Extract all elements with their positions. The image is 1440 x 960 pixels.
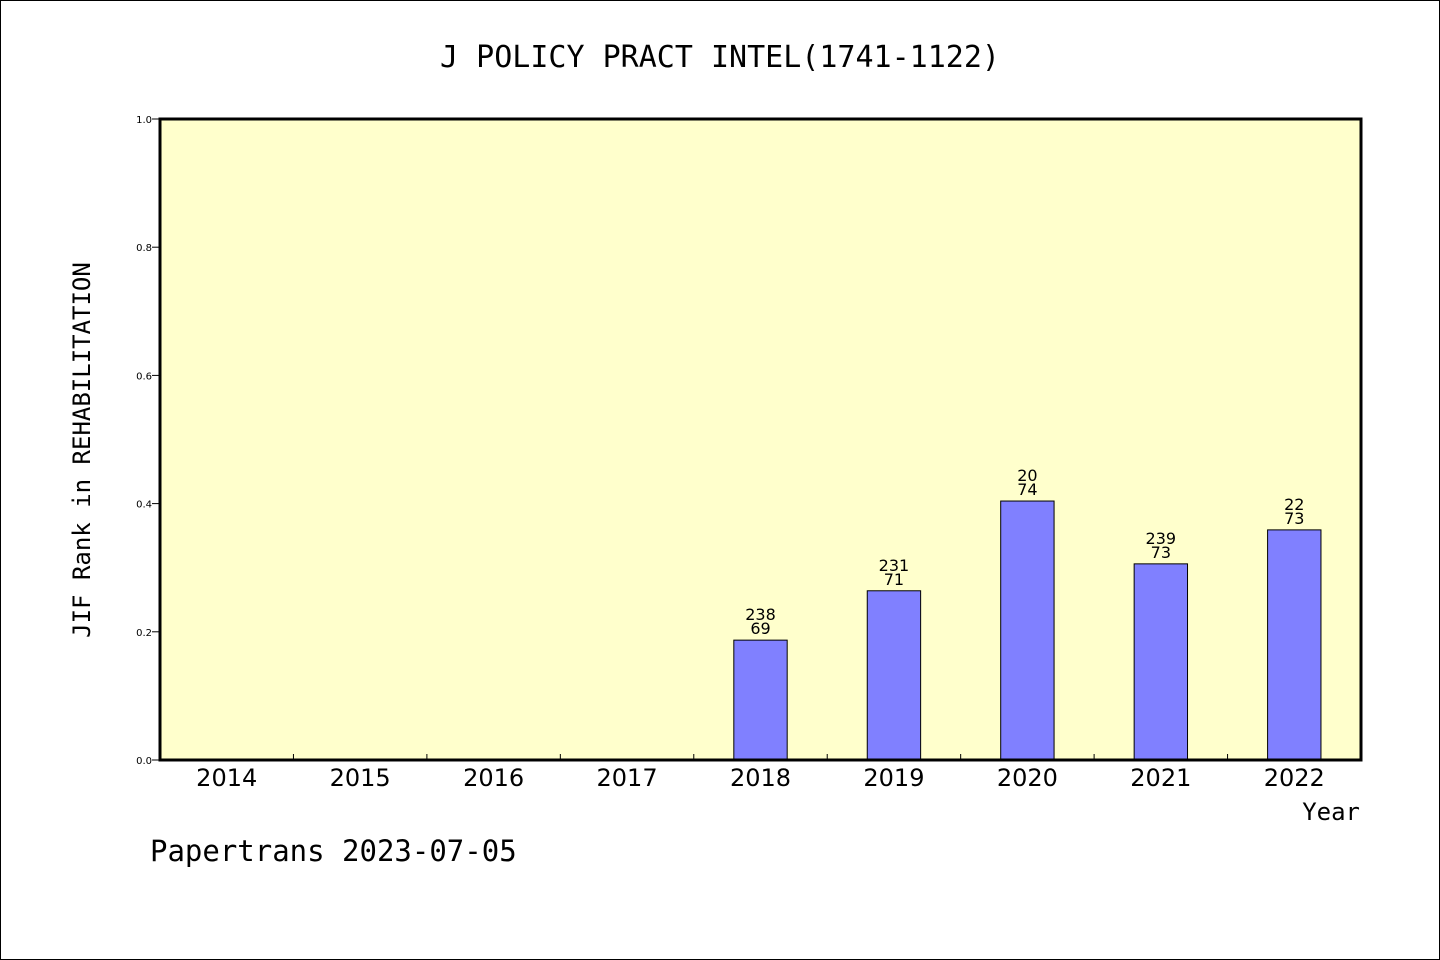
x-tick-label: 2022 bbox=[1264, 764, 1325, 792]
y-tick-label: 1.0 bbox=[136, 115, 152, 126]
bar-label-total: 71 bbox=[884, 570, 904, 589]
y-tick-label: 0.2 bbox=[136, 628, 152, 639]
bar-label-rank: 231 bbox=[879, 556, 910, 575]
bar-label-total: 73 bbox=[1284, 509, 1304, 528]
bar-label-rank: 239 bbox=[1146, 529, 1177, 548]
bar-2020 bbox=[1000, 500, 1055, 761]
bar-label-rank: 20 bbox=[1017, 466, 1037, 485]
x-tick-label: 2015 bbox=[330, 764, 391, 792]
y-axis: 0.0 0.2 0.4 0.6 0.8 1.0 bbox=[136, 115, 160, 767]
bar-label-total: 69 bbox=[750, 619, 770, 638]
x-tick-label: 2014 bbox=[196, 764, 257, 792]
plot-border bbox=[158, 117, 1363, 762]
bar-2018 bbox=[733, 639, 788, 761]
chart-title: J POLICY PRACT INTEL(1741-1122) bbox=[440, 40, 1000, 75]
y-tick-label: 0.8 bbox=[136, 243, 152, 254]
x-axis: 2014 2015 2016 2017 2018 2019 2020 2021 2022 bbox=[196, 754, 1325, 792]
x-tick-label: 2021 bbox=[1130, 764, 1191, 792]
bar-label-rank: 238 bbox=[745, 605, 776, 624]
bar-label-rank: 22 bbox=[1284, 495, 1304, 514]
x-tick-label: 2017 bbox=[597, 764, 658, 792]
bar-label-total: 74 bbox=[1017, 480, 1037, 499]
x-tick-label: 2018 bbox=[730, 764, 791, 792]
x-tick-label: 2020 bbox=[997, 764, 1058, 792]
bar-label-total: 73 bbox=[1151, 543, 1171, 562]
y-tick-label: 0.6 bbox=[136, 371, 152, 382]
y-axis-label: JIF Rank in REHABILITATION bbox=[68, 262, 96, 638]
bar-2019 bbox=[866, 590, 922, 761]
y-tick-label: 0.0 bbox=[136, 756, 152, 767]
x-tick-label: 2019 bbox=[863, 764, 924, 792]
x-tick-label: 2016 bbox=[463, 764, 524, 792]
x-axis-label: Year bbox=[1302, 798, 1360, 826]
bar-2021 bbox=[1133, 563, 1189, 761]
y-tick-label: 0.4 bbox=[136, 500, 152, 511]
bar-2022 bbox=[1267, 529, 1322, 761]
footer-source-date: Papertrans 2023-07-05 bbox=[150, 834, 517, 868]
